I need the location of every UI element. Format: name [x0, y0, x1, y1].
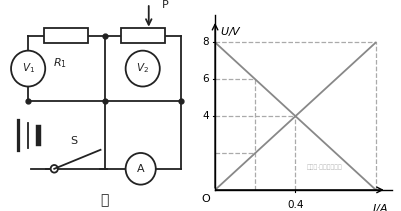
FancyBboxPatch shape	[44, 28, 88, 43]
FancyBboxPatch shape	[120, 28, 164, 43]
Text: $V_1$: $V_1$	[22, 62, 34, 76]
Text: 8: 8	[202, 37, 209, 47]
Text: A: A	[137, 164, 144, 174]
Text: $R_1$: $R_1$	[53, 56, 67, 70]
Text: 甲: 甲	[100, 193, 108, 207]
Text: $V_2$: $V_2$	[136, 62, 149, 76]
Text: $I$/A: $I$/A	[371, 202, 387, 211]
Text: 6: 6	[202, 74, 209, 84]
Circle shape	[51, 165, 58, 173]
Text: $U$/V: $U$/V	[220, 25, 242, 38]
Circle shape	[126, 51, 160, 87]
Text: $R_2$: $R_2$	[140, 56, 153, 70]
Text: P: P	[161, 0, 168, 10]
Circle shape	[11, 51, 45, 87]
Circle shape	[125, 153, 156, 185]
Text: 公众号·精品物理频道: 公众号·精品物理频道	[306, 164, 342, 170]
Text: 0.4: 0.4	[286, 200, 303, 210]
Text: S: S	[70, 136, 77, 146]
Text: 4: 4	[202, 111, 209, 121]
Text: O: O	[201, 194, 210, 204]
